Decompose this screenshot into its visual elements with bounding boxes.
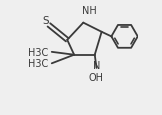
Text: OH: OH: [89, 72, 104, 82]
Text: N: N: [93, 60, 100, 70]
Text: H3C: H3C: [28, 59, 48, 69]
Text: NH: NH: [82, 6, 97, 16]
Text: S: S: [43, 16, 49, 26]
Text: H3C: H3C: [28, 47, 48, 57]
